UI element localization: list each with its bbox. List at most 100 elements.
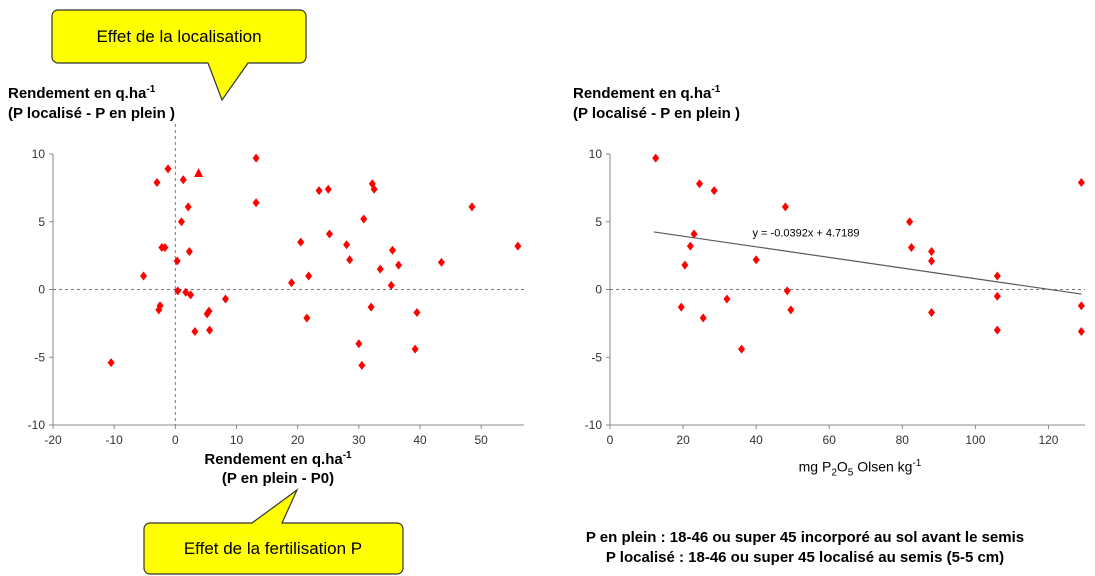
right-diamond-point (686, 241, 694, 251)
right-xlabel-sub2: 5 (847, 467, 854, 479)
left-diamond-point (140, 271, 148, 281)
right-xlabel: mg P2O5 Olsen kg-1 (760, 458, 960, 478)
left-ylabel-sup: -1 (146, 84, 156, 95)
right-diamond-point (993, 291, 1001, 301)
left-triangle-point (194, 167, 204, 177)
right-xlabel-post: Olsen kg (853, 458, 913, 475)
left-y-tick-label: -10 (28, 418, 46, 432)
right-diamond-point (652, 153, 660, 163)
notes-line2: P localisé : 18-46 ou super 45 localisé … (605, 549, 1005, 566)
left-xlabel-line2: (P en plein - P0) (221, 470, 335, 487)
left-diamond-point (411, 344, 419, 354)
left-diamond-point (370, 184, 378, 194)
left-diamond-point (206, 325, 214, 335)
notes-line1: P en plein : 18-46 ou super 45 incorporé… (585, 529, 1025, 546)
left-diamond-point (468, 202, 476, 212)
left-diamond-point (303, 313, 311, 323)
callout-top-text: Effet de la localisation (96, 27, 261, 46)
right-x-tick-label: 80 (896, 433, 910, 447)
left-diamond-point (367, 302, 375, 312)
right-diamond-point (781, 202, 789, 212)
left-diamond-point (156, 301, 164, 311)
right-trendline (653, 231, 1082, 295)
callout-localisation: Effet de la localisation (51, 9, 307, 102)
right-xlabel-mid: O (836, 458, 848, 475)
right-diamond-point (993, 325, 1001, 335)
right-y-tick-label: 5 (595, 215, 602, 229)
callout-bubble-bottom (143, 488, 404, 575)
left-x-tick-label: 20 (291, 433, 305, 447)
right-xlabel-sub1: 2 (831, 467, 837, 479)
left-x-tick-label: 0 (172, 433, 179, 447)
left-diamond-point (376, 264, 384, 274)
right-x-tick-label: 0 (607, 433, 614, 447)
left-ylabel: Rendement en q.ha-1 (P localisé - P en p… (8, 80, 175, 124)
left-diamond-point (164, 164, 172, 174)
right-x-tick-label: 120 (1038, 433, 1058, 447)
right-diamond-point (1077, 301, 1085, 311)
left-xlabel-sup: -1 (342, 450, 352, 461)
right-diamond-point (928, 256, 936, 266)
left-diamond-point (325, 229, 333, 239)
right-diamond-point (783, 286, 791, 296)
right-diamond-point (681, 260, 689, 270)
left-diamond-point (252, 198, 260, 208)
left-diamond-point (185, 247, 193, 257)
left-diamond-point (107, 358, 115, 368)
left-y-tick-label: 5 (38, 215, 45, 229)
right-x-tick-label: 40 (749, 433, 763, 447)
right-diamond-point (928, 308, 936, 318)
left-y-tick-label: 10 (32, 147, 46, 161)
right-diamond-point (907, 242, 915, 252)
left-diamond-point (153, 177, 161, 187)
right-diamond-point (1077, 327, 1085, 337)
left-diamond-point (413, 308, 421, 318)
left-y-tick-label: -5 (34, 350, 45, 364)
notes: P en plein : 18-46 ou super 45 incorporé… (520, 528, 1090, 568)
right-ylabel-main: Rendement en q.ha (573, 85, 712, 102)
right-y-tick-label: -5 (591, 350, 602, 364)
left-diamond-point (315, 186, 323, 196)
left-diamond-point (179, 175, 187, 185)
right-trendline-equation: y = -0.0392x + 4.7189 (753, 228, 860, 240)
left-xlabel-main: Rendement en q.ha (204, 451, 343, 468)
right-y-tick-label: -10 (585, 418, 603, 432)
right-diamond-point (690, 229, 698, 239)
right-diamond-point (928, 247, 936, 257)
left-x-tick-label: -20 (44, 433, 62, 447)
right-diamond-point (906, 217, 914, 227)
right-diamond-point (696, 179, 704, 189)
left-diamond-point (395, 260, 403, 270)
left-x-tick-label: 50 (475, 433, 489, 447)
left-diamond-point (174, 286, 182, 296)
left-diamond-point (388, 245, 396, 255)
right-ylabel-line2: (P localisé - P en plein ) (573, 105, 740, 122)
left-diamond-point (184, 202, 192, 212)
left-diamond-point (360, 214, 368, 224)
left-diamond-point (187, 290, 195, 300)
left-diamond-point (346, 255, 354, 265)
left-diamond-point (288, 278, 296, 288)
left-diamond-point (182, 287, 190, 297)
left-xlabel: Rendement en q.ha-1 (P en plein - P0) (178, 450, 378, 487)
right-xlabel-sup: -1 (912, 458, 922, 469)
left-x-tick-label: 10 (230, 433, 244, 447)
left-diamond-point (161, 242, 169, 252)
left-diamond-point (358, 360, 366, 370)
right-diamond-point (677, 302, 685, 312)
right-diamond-point (993, 271, 1001, 281)
left-y-tick-label: 0 (38, 283, 45, 297)
left-diamond-point (191, 327, 199, 337)
left-diamond-point (252, 153, 260, 163)
left-x-tick-label: -10 (105, 433, 123, 447)
right-diamond-point (710, 186, 718, 196)
right-ylabel: Rendement en q.ha-1 (P localisé - P en p… (573, 80, 740, 124)
callout-bottom-text: Effet de la fertilisation P (184, 539, 362, 558)
right-diamond-point (738, 344, 746, 354)
left-diamond-point (437, 257, 445, 267)
right-diamond-point (1077, 177, 1085, 187)
left-x-tick-label: 30 (352, 433, 366, 447)
callout-bubble-top (51, 9, 307, 102)
left-diamond-point (221, 294, 229, 304)
